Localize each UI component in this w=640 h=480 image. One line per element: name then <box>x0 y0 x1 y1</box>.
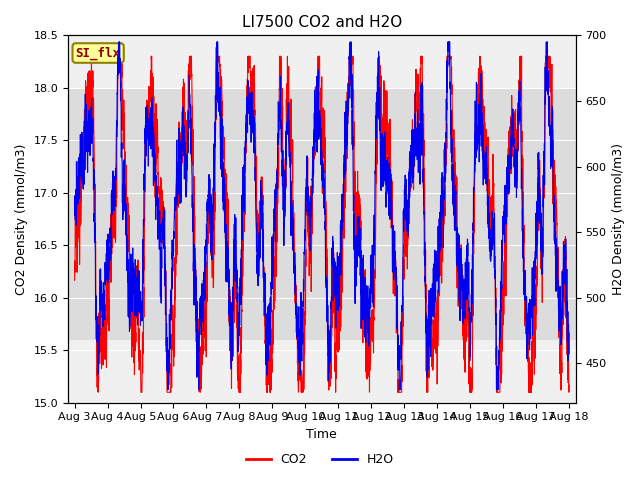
Bar <box>68 88 575 340</box>
Text: SI_flx: SI_flx <box>76 47 121 60</box>
X-axis label: Time: Time <box>307 428 337 441</box>
Legend: CO2, H2O: CO2, H2O <box>241 448 399 471</box>
Title: LI7500 CO2 and H2O: LI7500 CO2 and H2O <box>242 15 402 30</box>
Y-axis label: H2O Density (mmol/m3): H2O Density (mmol/m3) <box>612 143 625 295</box>
Y-axis label: CO2 Density (mmol/m3): CO2 Density (mmol/m3) <box>15 144 28 295</box>
